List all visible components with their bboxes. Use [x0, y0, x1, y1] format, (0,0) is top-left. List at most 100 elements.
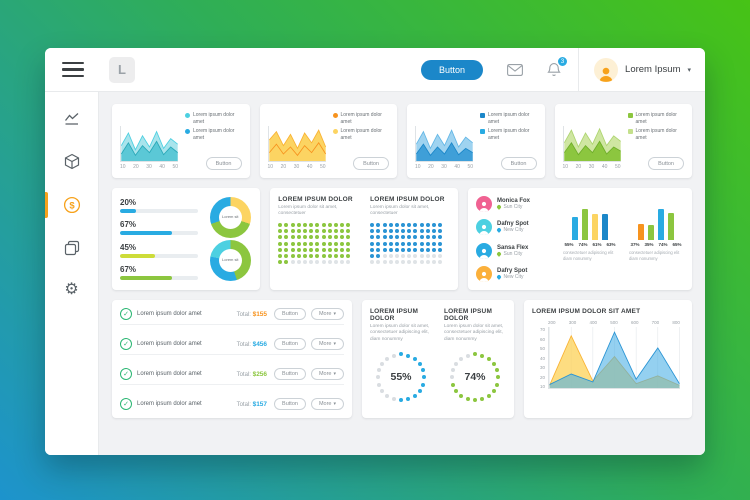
- pin-icon: [496, 204, 502, 210]
- card-button[interactable]: Button: [500, 157, 537, 170]
- order-more-button[interactable]: More ▾: [310, 398, 344, 410]
- order-total: Total: $155: [236, 310, 268, 318]
- mini-chart-card: 10 20 30 40 50 Lorem ipsum dolor amet Lorem …: [112, 104, 250, 178]
- bar-group: 55% 74% 61% 63% consectetuer adipiscing eli…: [562, 198, 618, 282]
- chevron-down-icon: ▾: [333, 371, 336, 377]
- main-content: 10 20 30 40 50 Lorem ipsum dolor amet Lorem …: [99, 92, 705, 455]
- mail-button[interactable]: [507, 63, 523, 76]
- chevron-down-icon: ▾: [333, 311, 336, 317]
- order-button[interactable]: Button: [274, 368, 306, 380]
- order-label: Lorem ipsum dolor amet: [137, 401, 202, 407]
- person-row[interactable]: Dafny Spot New City: [476, 219, 554, 236]
- pin-icon: [496, 274, 502, 280]
- card-button[interactable]: Button: [648, 157, 684, 170]
- person-row[interactable]: Sansa Flex Sun City: [476, 242, 554, 259]
- check-icon: ✓: [120, 338, 132, 350]
- check-icon: ✓: [120, 308, 132, 320]
- section-subtitle: Lorem ipsum dolor sit amet, consectetuer: [278, 205, 338, 217]
- order-more-button[interactable]: More ▾: [310, 368, 344, 380]
- legend-item: Lorem ipsum dolor amet: [185, 112, 242, 125]
- order-button[interactable]: Button: [274, 308, 306, 320]
- waffle-section: LOREM IPSUM DOLOR Lorem ipsum dolor sit …: [370, 196, 450, 282]
- legend-bullet-icon: [185, 113, 190, 118]
- section-title: LOREM IPSUM DOLOR: [444, 308, 493, 322]
- card-button[interactable]: Button: [205, 157, 242, 170]
- menu-toggle-icon[interactable]: [62, 61, 84, 78]
- app-logo: L: [109, 56, 135, 83]
- legend-bullet-icon: [185, 129, 190, 134]
- chevron-down-icon: ▾: [333, 341, 336, 347]
- sidebar-item-pages[interactable]: [45, 235, 98, 261]
- chevron-down-icon: ▾: [687, 66, 691, 74]
- donut-chart: Lorem sit: [209, 240, 251, 281]
- order-label: Lorem ipsum dolor amet: [137, 371, 202, 377]
- order-total: Total: $256: [236, 370, 268, 378]
- bell-icon: [547, 63, 561, 76]
- check-icon: ✓: [120, 368, 132, 380]
- x-axis-labels: 10 20 30 40 50: [267, 164, 326, 170]
- order-more-button[interactable]: More ▾: [310, 338, 344, 350]
- order-button[interactable]: Button: [274, 398, 306, 410]
- area-chart-card: LOREM IPSUM DOLOR SIT AMET 200 300 400 500 6…: [524, 300, 692, 418]
- legend-bullet-icon: [332, 113, 338, 118]
- area-chart: [267, 126, 326, 162]
- ring-section: LOREM IPSUM DOLOR Lorem ipsum dolor sit …: [444, 308, 506, 410]
- legend-square-icon: [627, 113, 633, 118]
- user-menu[interactable]: Lorem Ipsum ▾: [594, 57, 691, 82]
- bar-chart: [562, 198, 618, 240]
- order-more-button[interactable]: More ▾: [310, 308, 344, 320]
- legend-item: Lorem ipsum dolor amet: [480, 128, 537, 141]
- area-chart: [548, 327, 680, 389]
- legend-item: Lorem ipsum dolor amet: [480, 112, 537, 125]
- dollar-icon: $: [63, 196, 80, 214]
- person-row[interactable]: Monica Fox Sun City: [476, 196, 554, 212]
- legend-square-icon: [480, 129, 485, 134]
- card-button[interactable]: Button: [353, 157, 389, 170]
- legend-square-icon: [627, 129, 633, 134]
- person-row[interactable]: Dafry Spot New City: [476, 265, 554, 282]
- sidebar: $ ⚙: [45, 92, 99, 455]
- avatar: [476, 219, 492, 236]
- cube-icon: [64, 153, 79, 170]
- legend-item: Lorem ipsum dolor amet: [332, 128, 390, 141]
- pin-icon: [496, 250, 502, 257]
- order-button[interactable]: Button: [274, 338, 306, 350]
- mail-icon: [507, 63, 523, 76]
- logo-letter: L: [118, 62, 126, 77]
- legend-item: Lorem ipsum dolor amet: [627, 128, 685, 141]
- legend-item: Lorem ipsum dolor amet: [627, 112, 685, 125]
- area-chart: [120, 126, 178, 162]
- order-row: ✓ Lorem ipsum dolor amet Total: $155 But…: [120, 304, 344, 325]
- mini-chart-card: 10 20 30 40 50 Lorem ipsum dolor amet Lorem …: [407, 104, 545, 178]
- dot-matrix-chart: [278, 222, 351, 265]
- sidebar-item-settings[interactable]: ⚙: [45, 277, 98, 303]
- sidebar-item-analytics[interactable]: [45, 106, 98, 132]
- order-row: ✓ Lorem ipsum dolor amet Total: $456 But…: [120, 334, 344, 355]
- waffle-card: LOREM IPSUM DOLOR Lorem ipsum dolor sit …: [270, 188, 458, 290]
- sidebar-item-billing[interactable]: $: [45, 191, 98, 219]
- progress-row: 67%: [120, 220, 199, 236]
- sidebar-item-products[interactable]: [45, 148, 98, 175]
- bar-group: 37% 35% 74% 65% consectetuer adipiscing eli…: [628, 198, 684, 282]
- y-axis-labels: 70 60 50 40 30 20 10: [539, 327, 545, 389]
- rings-card: LOREM IPSUM DOLOR Lorem ipsum dolor sit …: [362, 300, 514, 418]
- notifications-button[interactable]: 3: [547, 56, 569, 77]
- progress-bar: [120, 209, 199, 213]
- mini-chart-card: 10 20 30 40 50 Lorem ipsum dolor amet Lorem …: [259, 104, 397, 178]
- area-chart: [415, 126, 473, 162]
- pin-icon: [496, 227, 502, 234]
- legend-item: Lorem ipsum dolor amet: [185, 128, 242, 141]
- order-label: Lorem ipsum dolor amet: [137, 341, 202, 347]
- order-row: ✓ Lorem ipsum dolor amet Total: $256 But…: [120, 364, 344, 385]
- dot-matrix-chart: [370, 222, 443, 265]
- dashboard-window: L Button 3 Lorem Ipsum ▾: [45, 48, 705, 455]
- gear-icon: ⚙: [64, 281, 79, 298]
- avatar: [476, 242, 492, 259]
- x-axis-labels: 200 300 400 500 600 700 800: [548, 320, 680, 325]
- line-chart-icon: [64, 113, 78, 125]
- progress-bar: [120, 253, 199, 258]
- primary-button[interactable]: Button: [421, 59, 484, 80]
- mini-charts-row: 10 20 30 40 50 Lorem ipsum dolor amet Lorem …: [112, 104, 692, 178]
- stats-row: 20% 67% 45% 67% Lorem sit Lorem sit: [112, 188, 692, 290]
- user-avatar: [594, 57, 619, 82]
